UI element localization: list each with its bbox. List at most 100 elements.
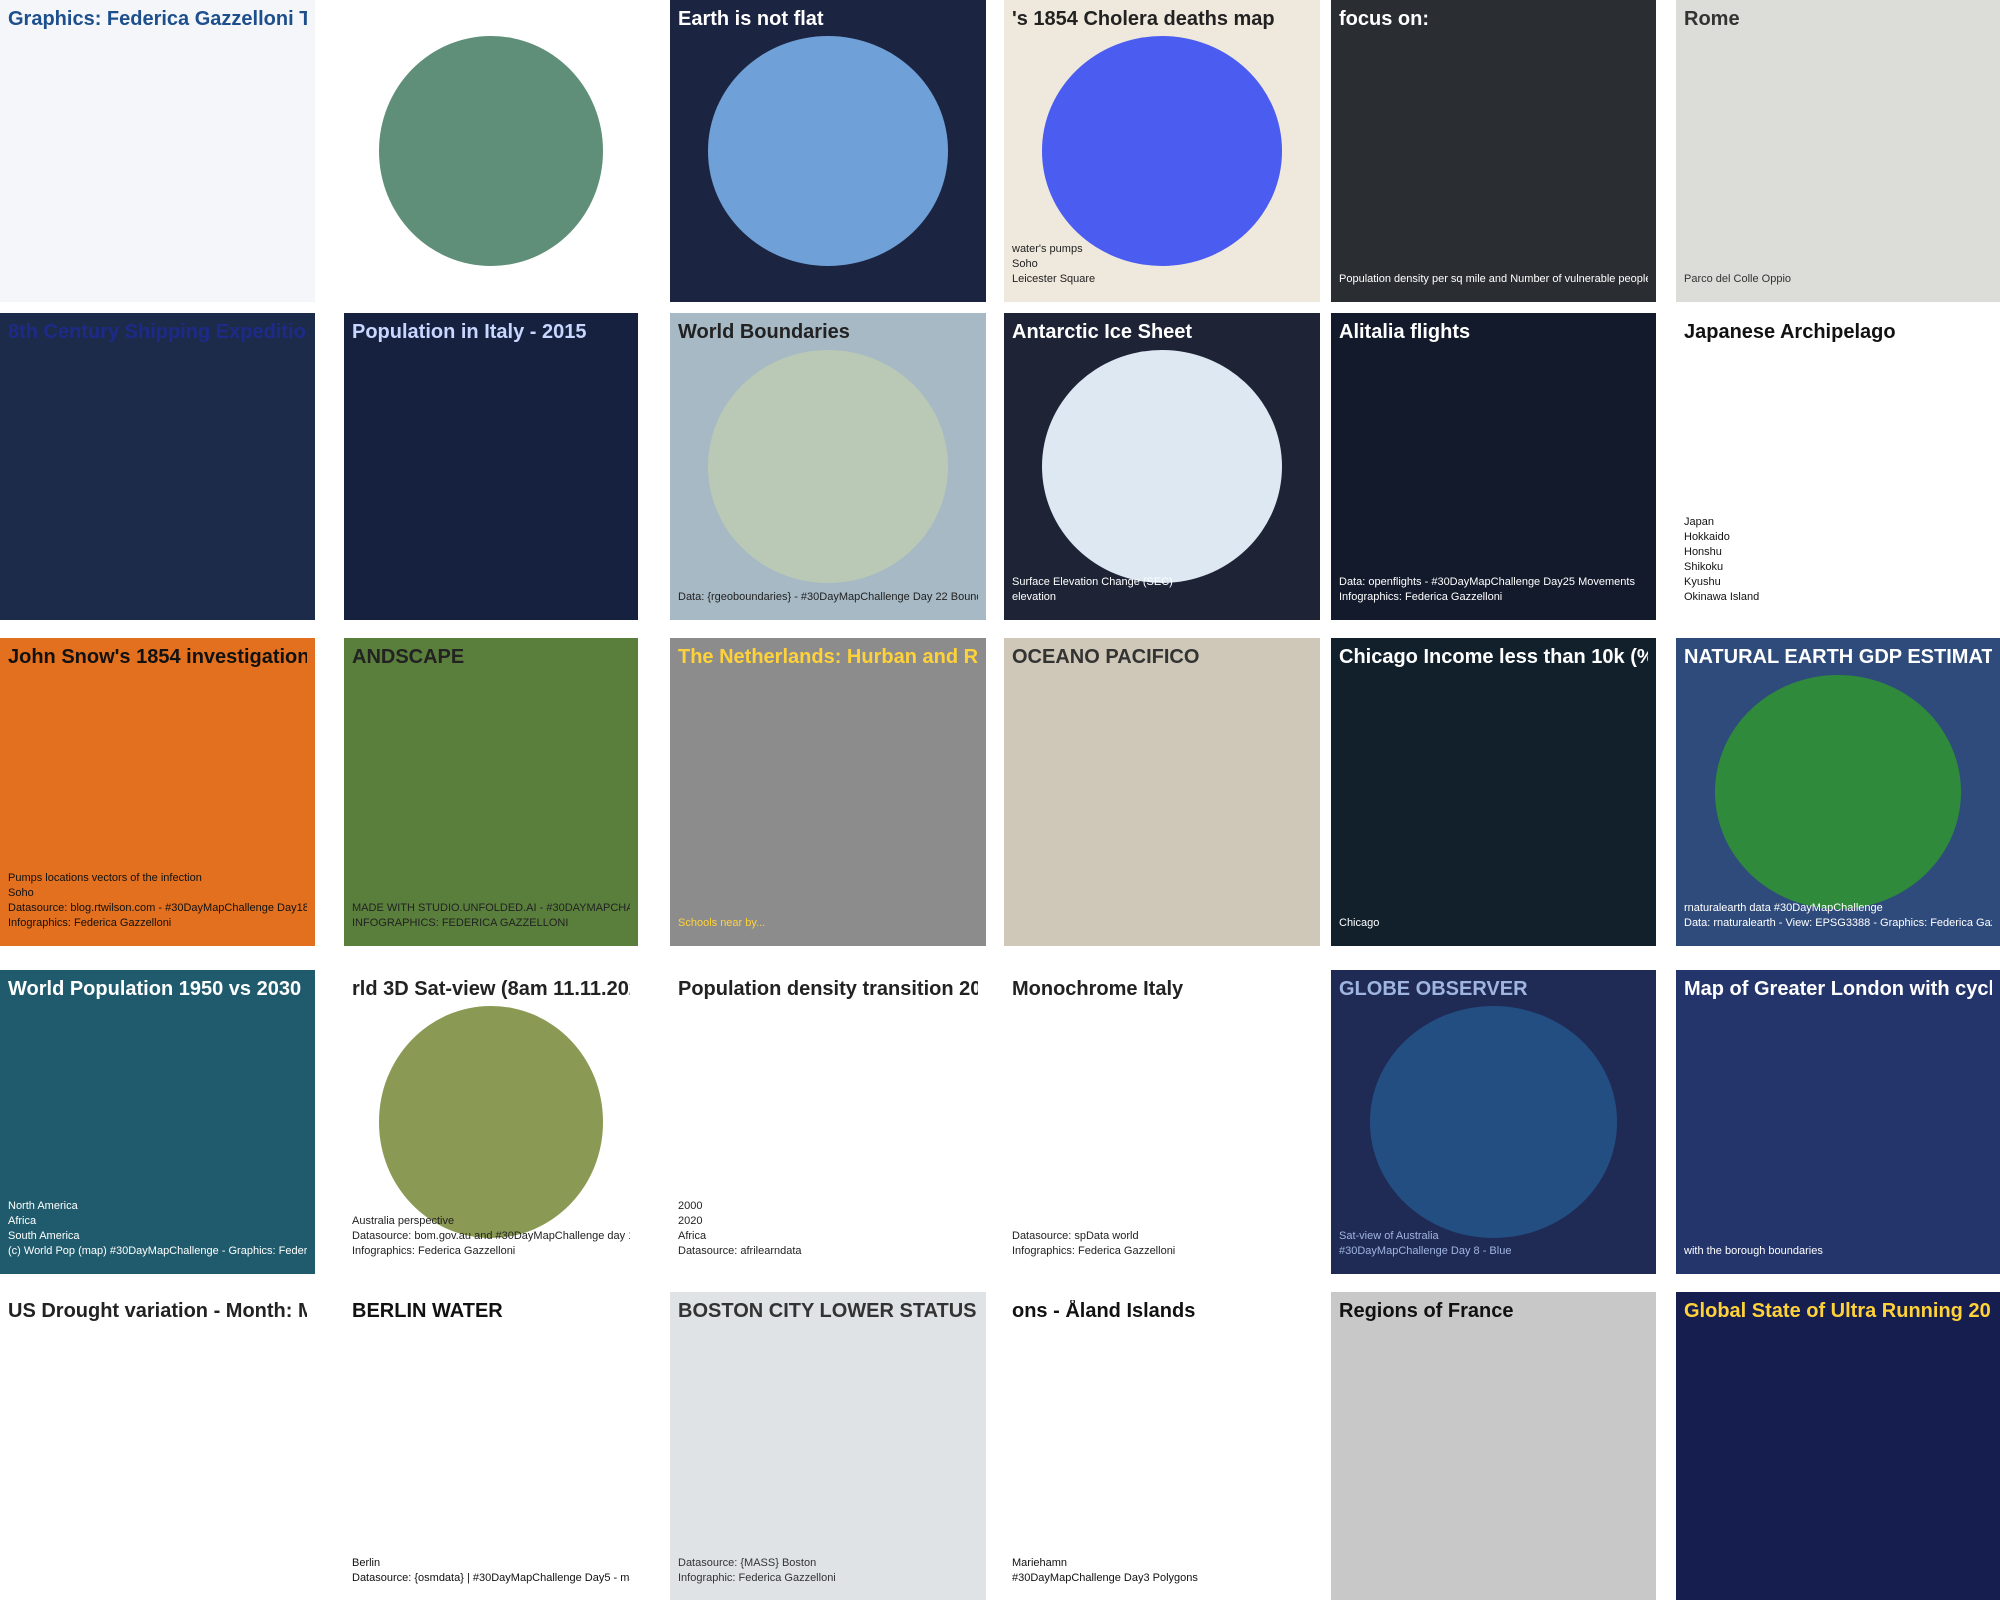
map-thumbnail: Monochrome Italy Datasource: spData world…: [1004, 970, 1320, 1274]
map-label: 2000: [678, 1200, 703, 1212]
map-thumbnail: World Boundaries Data: {rgeoboundaries} -…: [670, 313, 986, 620]
map-label: Infographic: Federica Gazzelloni: [678, 1572, 836, 1584]
map-thumbnail: 8th Century Shipping Expeditions: [0, 313, 315, 620]
thumbnail-title: ons - Åland Islands: [1012, 1300, 1196, 1322]
thumbnail-title: Alitalia flights: [1339, 321, 1471, 343]
map-label: INFOGRAPHICS: FEDERICA GAZZELLONI: [352, 917, 569, 929]
map-label: Soho: [8, 887, 34, 899]
map-label: Data: {rgeoboundaries} - #30DayMapChalle…: [678, 591, 978, 603]
map-label: Parco del Colle Oppio: [1684, 273, 1792, 285]
map-label: rnaturalearth data #30DayMapChallenge: [1684, 902, 1883, 914]
map-thumbnail: John Snow's 1854 investigation of a Chol…: [0, 638, 315, 946]
globe: [379, 36, 603, 266]
map-thumbnail: Population density transition 2000-2020 2…: [670, 970, 986, 1274]
globe: [707, 36, 949, 266]
thumbnail-title: rld 3D Sat-view (8am 11.11.2021-GMT+11): [352, 978, 630, 1000]
map-label: Africa: [8, 1215, 37, 1227]
map-label: with the borough boundaries: [1684, 1245, 1823, 1257]
map-thumbnail: 's 1854 Cholera deaths map water's pumps S…: [1004, 0, 1320, 302]
thumbnail-title: Earth is not flat: [678, 8, 824, 30]
thumbnail-title: Rome: [1684, 8, 1740, 30]
map-label: Infographics: Federica Gazzelloni: [352, 1245, 516, 1257]
globe: [379, 1006, 603, 1238]
map-thumbnail: Rome Parco del Colle Oppio: [1676, 0, 2000, 302]
thumbnail-title: 's 1854 Cholera deaths map: [1012, 8, 1275, 30]
map-thumbnail: ons - Åland Islands Mariehamn #30DayMapCha…: [1004, 1292, 1320, 1600]
map-label: (c) World Pop (map) #30DayMapChallenge -…: [8, 1245, 307, 1257]
map-label: 2020: [678, 1215, 703, 1227]
map-label: Infographics: Federica Gazzelloni: [1012, 1245, 1176, 1257]
map-label: Data: openflights - #30DayMapChallenge D…: [1339, 576, 1635, 588]
map-thumbnail: World Population 1950 vs 2030 North Ameri…: [0, 970, 315, 1274]
thumbnail-title: Regions of France: [1339, 1300, 1514, 1322]
thumbnail-title: Graphics: Federica Gazzelloni Twitter: @…: [8, 8, 307, 30]
map-thumbnail: BERLIN WATER Berlin Datasource: {osmdata} …: [344, 1292, 638, 1600]
map-label: elevation: [1012, 591, 1057, 603]
map-thumbnail: ANDSCAPE MADE WITH STUDIO.UNFOLDED.AI - #…: [344, 638, 638, 946]
map-label: Datasource: {MASS} Boston: [678, 1557, 817, 1569]
map-label: Berlin: [352, 1557, 381, 1569]
map-thumbnail: BOSTON CITY LOWER STATUS POPULATION PERC…: [670, 1292, 986, 1600]
thumbnail-title: BERLIN WATER: [352, 1300, 503, 1322]
thumbnail-title: OCEANO PACIFICO: [1012, 646, 1200, 668]
map-label: Surface Elevation Change (SEC): [1012, 576, 1173, 588]
map-label: Mariehamn: [1012, 1557, 1068, 1569]
map-label: Japan: [1684, 516, 1714, 528]
map-label: Leicester Square: [1012, 273, 1096, 285]
map-label: Datasource: {osmdata} | #30DayMapChallen…: [352, 1572, 630, 1584]
thumbnail-title: World Population 1950 vs 2030: [8, 978, 302, 1000]
map-label: Chicago: [1339, 917, 1380, 929]
map-label: Australia perspective: [352, 1215, 455, 1227]
thumbnail-title: Population in Italy - 2015: [352, 321, 587, 343]
globe: [1041, 349, 1283, 584]
thumbnail-title: Antarctic Ice Sheet: [1012, 321, 1193, 343]
map-label: Shikoku: [1684, 561, 1724, 573]
map-thumbnail: Japanese Archipelago Japan Hokkaido Honshu S…: [1676, 313, 2000, 620]
map-label: water's pumps: [1012, 243, 1083, 255]
thumbnail-title: US Drought variation - Month: May: [8, 1300, 307, 1322]
thumbnail-title: NULL: [352, 8, 406, 30]
thumbnail-title: Population density transition 2000-2020: [678, 978, 978, 1000]
map-label: North America: [8, 1200, 78, 1212]
map-thumbnail: Chicago Income less than 10k (%) Chicago: [1331, 638, 1656, 946]
map-label: Hokkaido: [1684, 531, 1730, 543]
map-label: Infographics: Federica Gazzelloni: [8, 917, 172, 929]
map-thumbnail: GLOBE OBSERVER Sat-view of Australia #30Da…: [1331, 970, 1656, 1274]
map-thumbnail: focus on: Population density per sq mile …: [1331, 0, 1656, 302]
thumbnail-title: 8th Century Shipping Expeditions: [8, 321, 307, 343]
map-thumbnail: The Netherlands: Hurban and Rural Schools…: [670, 638, 986, 946]
thumbnail-title: Japanese Archipelago: [1684, 321, 1896, 343]
map-label: Africa: [678, 1230, 707, 1242]
map-thumbnail: NATURAL EARTH GDP ESTIMATION rnaturaleart…: [1676, 638, 2000, 946]
map-thumbnail: NULL Earth SAT image | Graphics: Federica…: [344, 0, 638, 302]
map-thumbnail: Regions of France: [1331, 1292, 1656, 1600]
map-label: Earth SAT image | Graphics: Federica Gaz…: [352, 273, 592, 285]
globe: [1370, 1006, 1617, 1238]
map-label: South America: [8, 1230, 80, 1242]
map-thumbnail: Population in Italy - 2015: [344, 313, 638, 620]
thumbnail-title: GLOBE OBSERVER: [1339, 978, 1528, 1000]
map-thumbnail: Global State of Ultra Running 2012-2021: [1676, 1292, 2000, 1600]
map-thumbnail: OCEANO PACIFICO: [1004, 638, 1320, 946]
map-label: Sat-view of Australia: [1339, 1230, 1439, 1242]
map-label: Soho: [1012, 258, 1038, 270]
map-label: Datasource: bom.gov.au and #30DayMapChal…: [352, 1230, 630, 1242]
map-label: Pumps locations vectors of the infection: [8, 872, 202, 884]
thumbnail-title: Global State of Ultra Running 2012-2021: [1684, 1300, 1992, 1322]
map-label: Infographics: Federica Gazzelloni: [1339, 591, 1503, 603]
thumbnail-title: Chicago Income less than 10k (%): [1339, 646, 1648, 668]
thumbnail-title: Map of Greater London with cycle hire: [1684, 978, 1992, 1000]
globe: [1714, 674, 1962, 910]
map-label: #30DayMapChallenge Day 8 - Blue: [1339, 1245, 1512, 1257]
map-thumbnail: Map of Greater London with cycle hire wit…: [1676, 970, 2000, 1274]
map-label: Honshu: [1684, 546, 1722, 558]
thumbnail-title: focus on:: [1339, 8, 1429, 30]
map-thumbnail: Earth is not flat: [670, 0, 986, 302]
map-thumbnail: rld 3D Sat-view (8am 11.11.2021-GMT+11) A…: [344, 970, 638, 1274]
map-thumbnail: Graphics: Federica Gazzelloni Twitter: @…: [0, 0, 315, 302]
map-label: Data: rnaturalearth - View: EPSG3388 - G…: [1684, 917, 1992, 929]
globe: [707, 349, 949, 584]
map-label: MADE WITH STUDIO.UNFOLDED.AI - #30DAYMAP…: [352, 902, 630, 914]
map-label: #30DayMapChallenge Day3 Polygons: [1012, 1572, 1198, 1584]
